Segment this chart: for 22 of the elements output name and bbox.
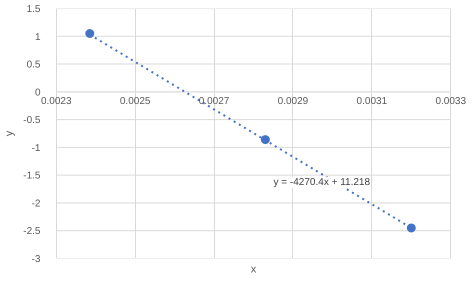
y-tick-label: -3 — [32, 254, 41, 265]
y-tick-label: 0 — [34, 87, 41, 98]
point — [260, 135, 270, 144]
point — [406, 223, 416, 232]
point — [85, 29, 94, 38]
y-tick-label: 1.5 — [26, 4, 41, 15]
x-tick-label: 0.0029 — [278, 96, 309, 107]
x-axis-title: x — [250, 264, 257, 276]
y-tick-label: 0.5 — [26, 60, 41, 71]
annotation: y = -4270.4x + 11.218 — [274, 177, 370, 188]
y-tick-label: -2 — [32, 198, 41, 210]
y-tick-label: -1 — [32, 142, 41, 154]
y-axis-title: y — [3, 130, 16, 136]
x-tick-label: 0.0027 — [198, 96, 230, 107]
y-tick-label: -0.5 — [23, 115, 41, 126]
y-tick-label: 1 — [34, 32, 41, 43]
y-tick-label: -2.5 — [23, 226, 41, 238]
x-tick-label: 0.0023 — [40, 96, 72, 107]
x-tick-label: 0.0025 — [120, 96, 151, 107]
x-tick-label: 0.0033 — [435, 96, 466, 107]
x-tick-label: 0.0031 — [356, 96, 388, 107]
y-tick-label: -1.5 — [23, 170, 41, 182]
